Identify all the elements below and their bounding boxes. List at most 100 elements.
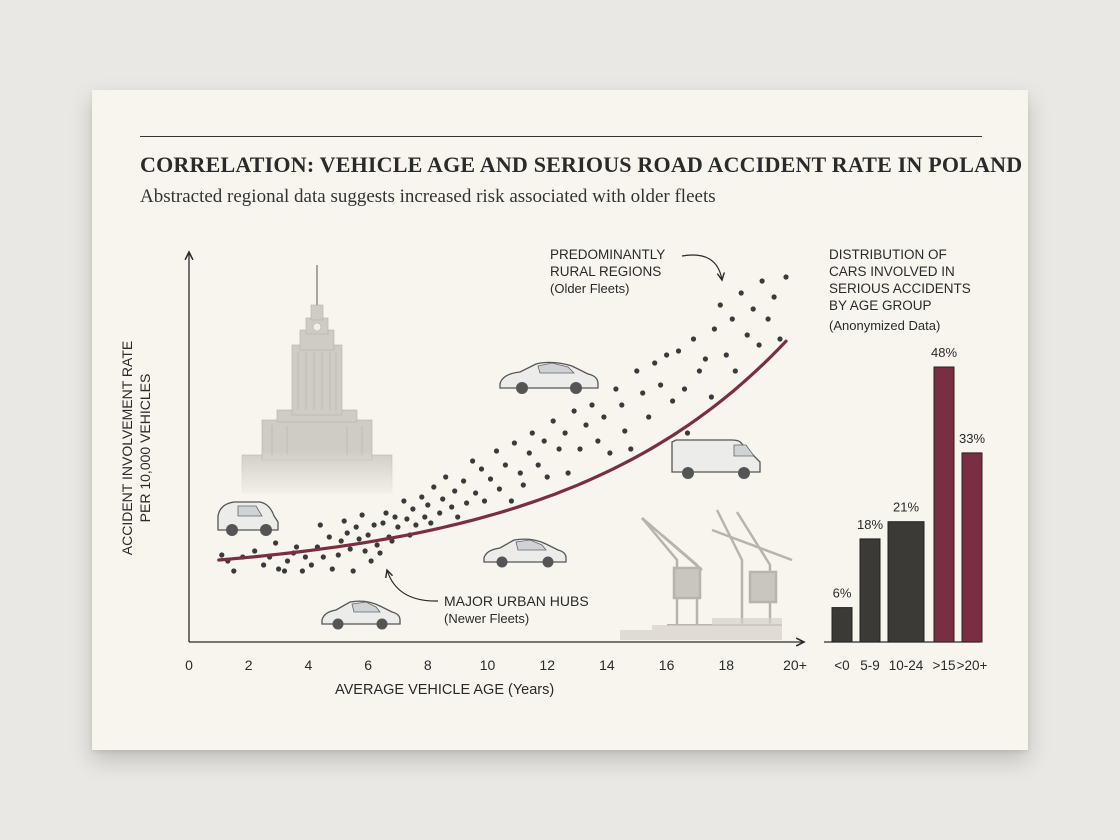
scatter-point [696,368,703,374]
bar-category-label: <0 [834,658,849,673]
scatter-point [326,534,332,540]
harbor-cranes-illustration [641,509,793,626]
scatter-point [464,500,470,506]
bar-category-label: >15 [933,658,956,673]
scatter-point [338,538,344,544]
scatter-point [708,394,715,400]
scatter-point [281,568,288,574]
scatter-point [577,446,583,452]
scatter-point [493,448,500,454]
x-tick-label: 10 [480,657,496,673]
x-tick-label: 0 [185,657,193,673]
bar-category-label: >20+ [957,658,988,673]
scatter-point [622,428,628,434]
scatter-point [437,510,443,516]
x-tick-label: 12 [539,657,555,673]
scatter-point [550,418,556,424]
scatter-point [261,562,267,568]
scatter-point [449,504,455,510]
rural-annotation-line3: (Older Fleets) [550,281,629,296]
x-tick-label: 6 [364,657,372,673]
bar [961,452,983,643]
scatter-point [783,274,789,280]
scatter-point [502,462,508,468]
scatter-point [371,522,377,528]
scatter-point [562,430,568,436]
scatter-point [299,568,305,574]
scatter-point [729,316,735,322]
scatter-point [664,352,670,358]
chart-title: CORRELATION: VEHICLE AGE AND SERIOUS ROA… [140,152,1023,177]
scatter-point [589,402,595,408]
scatter-point [750,306,756,312]
scatter-point [359,512,365,518]
scatter-point [276,566,282,572]
scatter-point [744,332,750,338]
scatter-point [353,524,359,530]
scatter-point [544,474,550,480]
scatter-point [395,524,401,530]
scatter-point [219,552,225,558]
scatter-point [583,422,589,428]
scatter-point [556,446,562,452]
scatter-point [652,360,658,366]
scatter-point [478,466,485,472]
scatter-point [452,488,458,494]
scatter-point [508,498,514,504]
scatter-point [422,514,428,520]
scatter-point [329,566,335,572]
scatter-point [347,546,353,552]
scatter-point [308,562,314,568]
scatter-point [681,386,688,392]
scatter-point [771,294,777,300]
scatter-point [711,326,718,332]
urban-annotation-line2: (Newer Fleets) [444,611,529,626]
scatter-point [284,558,291,564]
scatter-axes [189,252,804,642]
x-tick-label: 18 [719,657,735,673]
scatter-point [413,522,419,528]
y-axis-label-line1: ACCIDENT INVOLVEMENT RATE [119,341,135,555]
scatter-point [440,496,446,502]
bar-value-label: 48% [931,345,957,360]
scatter-point [684,430,691,436]
scatter-point [496,486,502,492]
scatter-point [341,518,347,524]
scatter-point [607,450,613,456]
bar-title-line4: BY AGE GROUP [829,298,932,313]
small-car-icon [217,501,279,536]
scatter-point [362,548,368,554]
scatter-point [529,430,535,436]
scatter-point [511,440,517,446]
scatter-point [646,414,652,420]
scatter-point [732,368,738,374]
harbor-ground [620,618,782,640]
rural-annotation-line2: RURAL REGIONS [550,264,661,279]
scatter-point [383,510,389,516]
scatter-point [541,438,547,444]
x-tick-label: 20+ [783,657,807,673]
bar [859,538,881,643]
scatter-point [428,520,434,526]
scatter-point [443,474,449,480]
x-axis-unit: (Years) [508,682,554,698]
x-tick-label: 8 [424,657,432,673]
urban-annotation: MAJOR URBAN HUBS (Newer Fleets) [387,570,589,626]
bar-title-line1: DISTRIBUTION OF [829,247,947,262]
x-tick-label: 14 [599,657,615,673]
scatter-point [356,536,362,542]
scatter-point [759,278,765,284]
scatter-point [571,408,577,414]
scatter-point [628,446,634,452]
scatter-point [526,450,532,456]
bar [933,366,955,643]
scatter-point [231,568,237,574]
scatter-point [365,532,371,538]
van-icon [671,439,761,479]
scatter-point [455,514,461,520]
scatter-point [473,490,479,496]
bar [831,607,853,643]
scatter-point [517,470,523,476]
bar-title-line3: SERIOUS ACCIDENTS [829,281,971,296]
scatter-point [634,368,640,374]
